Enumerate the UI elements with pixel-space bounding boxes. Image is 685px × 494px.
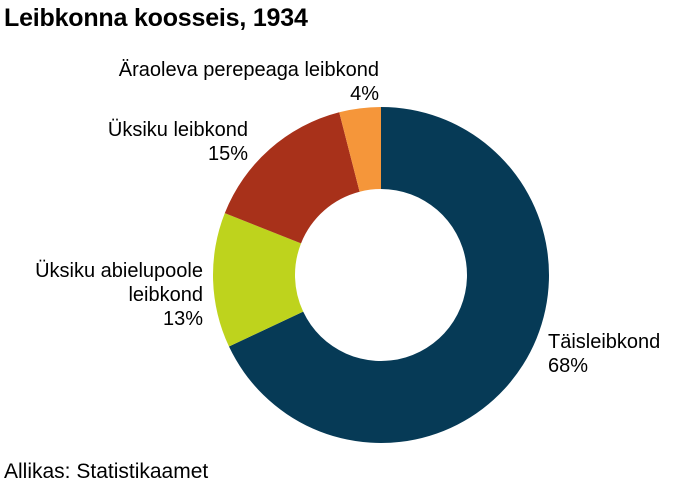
slice-label-line: Täisleibkond [548,331,660,353]
donut-slices [212,107,549,443]
donut-slice-3 [339,107,381,192]
slice-labels: Täisleibkond 68% Üksiku abielupoole leibkon… [35,59,660,377]
slice-label-1: Üksiku abielupoole leibkond 13% [35,260,203,330]
slice-label-3: Äraoleva perepeaga leibkond 4% [119,59,379,105]
donut-slice-1 [212,213,304,347]
slice-label-2: Üksiku leibkond 15% [108,119,248,165]
slice-label-line: 13% [163,308,203,330]
slice-label-line: leibkond [128,284,203,306]
donut-slice-2 [224,112,360,244]
chart-title: Leibkonna koosseis, 1934 [4,4,308,32]
donut-slice-0 [228,107,549,443]
slice-label-0: Täisleibkond 68% [548,331,660,377]
slice-label-line: 15% [208,143,248,165]
slice-label-line: Üksiku abielupoole [35,260,203,282]
slice-label-line: 68% [548,355,588,377]
slice-label-line: 4% [350,83,379,105]
slice-label-line: Äraoleva perepeaga leibkond [119,59,379,81]
source-note: Allikas: Statistikaamet [4,460,209,483]
slice-label-line: Üksiku leibkond [108,119,248,141]
